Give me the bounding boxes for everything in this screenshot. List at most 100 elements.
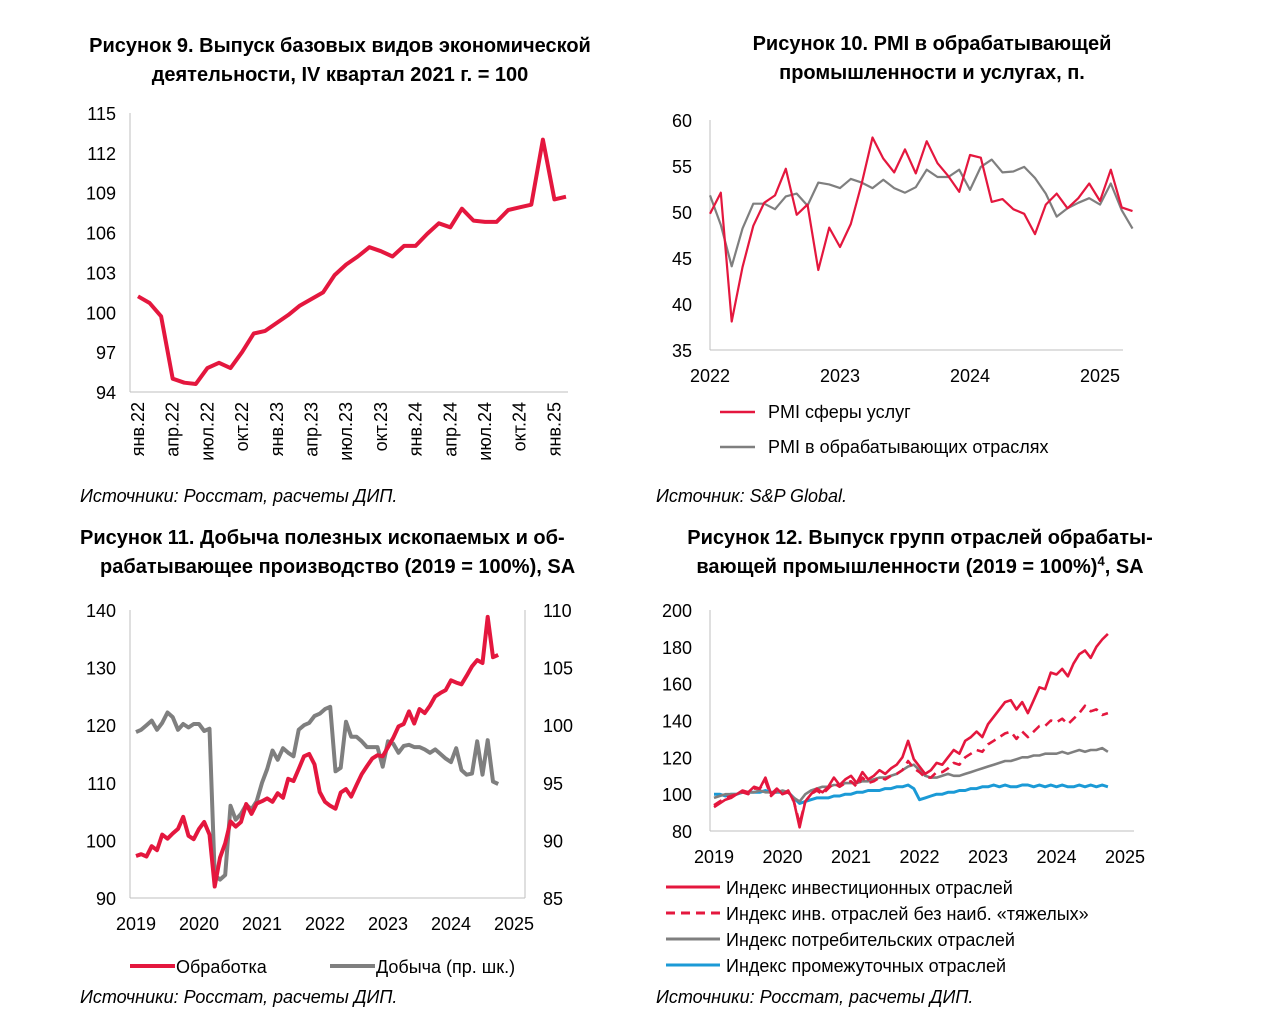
figure-12-panel: Рисунок 12. Выпуск групп отраслей обраба… xyxy=(640,507,1280,1014)
figure-11-title-line-1: Рисунок 11. Добыча полезных ископаемых и… xyxy=(80,527,565,549)
series-line-manufacturing xyxy=(708,158,1134,268)
legend-label-intermediate: Индекс промежуточных отраслей xyxy=(726,956,1006,976)
x-tick-label: 2025 xyxy=(494,914,534,934)
figure-11-title: Рисунок 11. Добыча полезных ископаемых и… xyxy=(0,524,700,582)
y-tick-label: 180 xyxy=(662,638,692,658)
legend-label-mining: Добыча (пр. шк.) xyxy=(376,957,515,977)
figure-11-title-line-2: рабатывающее производство (2019 = 100%),… xyxy=(100,556,576,578)
x-tick-label: июл.24 xyxy=(475,402,495,461)
x-tick-label: 2024 xyxy=(1036,847,1076,867)
series-line-output xyxy=(136,137,567,386)
y-tick-label: 94 xyxy=(96,383,116,403)
legend-label: PMI сферы услуг xyxy=(768,402,911,422)
y-tick-label-left: 110 xyxy=(87,774,116,794)
figure-11-chart: 90 100 110 120 130 140 85 90 95 100 105 110 2019 2020… xyxy=(86,601,573,977)
figure-12-title-tail: , SA xyxy=(1104,556,1144,578)
figure-9-chart: 94 97 100 103 106 109 112 115 янв.22 апр.22 июл.22… xyxy=(86,104,568,461)
series-line-mining xyxy=(135,704,500,882)
legend-label: PMI в обрабатывающих отраслях xyxy=(768,437,1048,457)
x-tick-label: июл.23 xyxy=(336,402,356,461)
x-tick-label: 2021 xyxy=(831,847,871,867)
y-tick-label: 80 xyxy=(672,822,692,842)
figure-10-title-line-2: промышленности и услугах, п. xyxy=(779,62,1085,84)
figure-12-title: Рисунок 12. Выпуск групп отраслей обраба… xyxy=(620,524,1220,582)
y-tick-label: 97 xyxy=(96,343,116,363)
y-tick-label: 100 xyxy=(662,785,692,805)
x-tick-label: окт.24 xyxy=(510,402,530,451)
figure-9-source: Источники: Росстат, расчеты ДИП. xyxy=(80,486,398,506)
y-tick-label: 100 xyxy=(86,303,116,323)
figure-12-chart: 80 100 120 140 160 180 200 2019 2020 2021 2022 2023… xyxy=(662,601,1145,976)
y-tick-label-right: 110 xyxy=(543,601,572,621)
x-tick-label: 2022 xyxy=(305,914,345,934)
y-tick-label-right: 90 xyxy=(543,831,563,851)
y-tick-label: 45 xyxy=(672,249,692,269)
figure-11-source: Источники: Росстат, расчеты ДИП. xyxy=(80,987,398,1007)
figure-10-chart: 35 40 45 50 55 60 2022 2023 2024 2025 PMI сферы ус… xyxy=(672,111,1134,457)
x-tick-label: 2023 xyxy=(368,914,408,934)
x-tick-label: 2023 xyxy=(820,366,860,386)
x-tick-label: 2022 xyxy=(899,847,939,867)
x-tick-label: 2021 xyxy=(242,914,282,934)
y-tick-label: 109 xyxy=(86,184,116,204)
y-tick-label: 103 xyxy=(86,263,116,283)
y-tick-label-right: 100 xyxy=(543,716,573,736)
figure-10-panel: Рисунок 10. PMI в обрабатывающей промышл… xyxy=(640,0,1280,507)
x-tick-label: 2020 xyxy=(179,914,219,934)
y-tick-label-left: 90 xyxy=(96,889,116,909)
figure-12-title-line-2-text: вающей промышленности (2019 = 100%) xyxy=(696,556,1098,578)
x-tick-label: янв.22 xyxy=(128,402,148,456)
y-tick-label: 35 xyxy=(672,341,692,361)
x-tick-label: окт.22 xyxy=(232,402,252,451)
series-line-investment xyxy=(713,632,1109,829)
y-tick-label-left: 130 xyxy=(86,659,116,679)
x-tick-label: окт.23 xyxy=(371,402,391,451)
legend-label-investment-ex-heavy: Индекс инв. отраслей без наиб. «тяжелых» xyxy=(726,904,1089,924)
x-tick-label: 2024 xyxy=(950,366,990,386)
x-tick-label: 2025 xyxy=(1105,847,1145,867)
figure-10-title-line-1: Рисунок 10. PMI в обрабатывающей xyxy=(752,33,1112,55)
y-tick-label: 200 xyxy=(662,601,692,621)
series-line-investment-ex-heavy xyxy=(713,704,1109,825)
y-tick-label-left: 100 xyxy=(86,831,116,851)
x-tick-label: янв.24 xyxy=(406,402,426,456)
series-line-manufacturing xyxy=(135,614,500,889)
figure-12-source: Источники: Росстат, расчеты ДИП. xyxy=(656,987,974,1007)
figure-10-source: Источник: S&P Global. xyxy=(656,486,847,506)
y-tick-label: 50 xyxy=(672,203,692,223)
x-tick-label: апр.24 xyxy=(440,402,460,457)
x-tick-label: 2019 xyxy=(116,914,156,934)
y-tick-label-right: 85 xyxy=(543,889,563,909)
y-tick-label: 120 xyxy=(662,748,692,768)
x-tick-label: 2025 xyxy=(1080,366,1120,386)
y-tick-label: 55 xyxy=(672,157,692,177)
series-line-services xyxy=(709,136,1133,323)
figure-11-panel: Рисунок 11. Добыча полезных ископаемых и… xyxy=(0,507,640,1014)
figure-9-title-line-2: деятельности, IV квартал 2021 г. = 100 xyxy=(151,64,529,86)
x-tick-label: 2019 xyxy=(694,847,734,867)
y-tick-label: 60 xyxy=(672,111,692,131)
figure-12-title-line-2: вающей промышленности (2019 = 100%)4, SA xyxy=(620,553,1220,582)
y-tick-label: 40 xyxy=(672,295,692,315)
figure-10-title: Рисунок 10. PMI в обрабатывающей промышл… xyxy=(632,30,1232,88)
y-tick-label: 115 xyxy=(87,104,116,124)
figure-9-panel: Рисунок 9. Выпуск базовых видов экономич… xyxy=(0,0,640,507)
x-tick-label: 2022 xyxy=(690,366,730,386)
y-tick-label: 140 xyxy=(662,712,692,732)
y-tick-label: 160 xyxy=(662,675,692,695)
y-tick-label-right: 95 xyxy=(543,774,563,794)
x-tick-label: янв.23 xyxy=(267,402,287,456)
x-tick-label: янв.25 xyxy=(544,402,564,456)
y-tick-label-right: 105 xyxy=(543,659,573,679)
legend-label-manufacturing: Обработка xyxy=(176,957,268,977)
y-tick-label-left: 140 xyxy=(86,601,116,621)
y-tick-label-left: 120 xyxy=(86,716,116,736)
x-tick-label: апр.22 xyxy=(163,402,183,457)
y-tick-label: 112 xyxy=(87,144,116,164)
x-tick-label: 2020 xyxy=(762,847,802,867)
figure-12-title-footnote: 4 xyxy=(1097,553,1105,569)
x-tick-label: 2023 xyxy=(968,847,1008,867)
legend-label-consumer: Индекс потребительских отраслей xyxy=(726,930,1015,950)
legend-label-investment: Индекс инвестиционных отраслей xyxy=(726,878,1013,898)
y-tick-label: 106 xyxy=(86,224,116,244)
